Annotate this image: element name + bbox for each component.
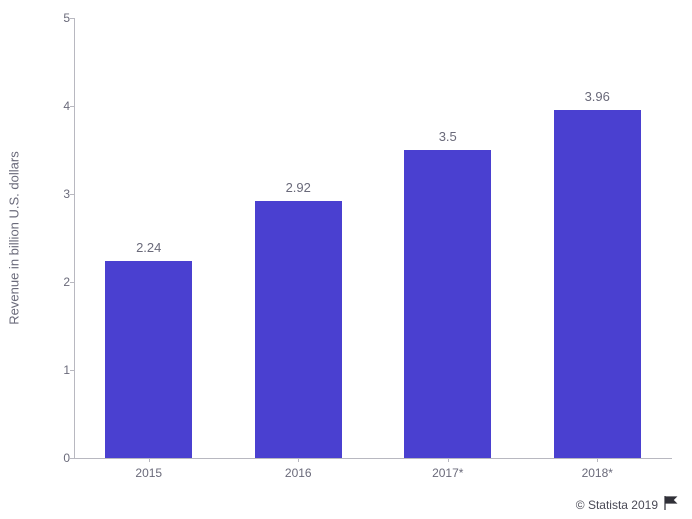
y-tick-label: 0 bbox=[44, 451, 70, 465]
plot-area: 2.24 2.92 3.5 3.96 bbox=[74, 18, 672, 458]
x-tick-label: 2017* bbox=[432, 466, 463, 480]
x-tick-label: 2016 bbox=[285, 466, 312, 480]
x-tick-label: 2015 bbox=[135, 466, 162, 480]
attribution-text: © Statista 2019 bbox=[576, 498, 658, 512]
bar-value-label: 3.5 bbox=[404, 129, 491, 144]
y-tick-label: 2 bbox=[44, 275, 70, 289]
attribution: © Statista 2019 bbox=[576, 496, 680, 513]
y-axis-line bbox=[74, 18, 75, 458]
y-tick-label: 3 bbox=[44, 187, 70, 201]
flag-icon bbox=[664, 496, 680, 513]
bar[interactable] bbox=[105, 261, 192, 458]
y-tick-label: 5 bbox=[44, 11, 70, 25]
y-tick-label: 4 bbox=[44, 99, 70, 113]
bar-value-label: 2.24 bbox=[105, 240, 192, 255]
x-tick-label: 2018* bbox=[582, 466, 613, 480]
y-axis-label: Revenue in billion U.S. dollars bbox=[7, 151, 22, 324]
bar[interactable] bbox=[404, 150, 491, 458]
revenue-bar-chart: Revenue in billion U.S. dollars 0 1 2 3 4 5 2… bbox=[0, 0, 692, 519]
y-tick-label: 1 bbox=[44, 363, 70, 377]
bar-value-label: 3.96 bbox=[554, 89, 641, 104]
bar[interactable] bbox=[554, 110, 641, 458]
bar-value-label: 2.92 bbox=[255, 180, 342, 195]
bar[interactable] bbox=[255, 201, 342, 458]
x-axis-line bbox=[74, 458, 672, 459]
